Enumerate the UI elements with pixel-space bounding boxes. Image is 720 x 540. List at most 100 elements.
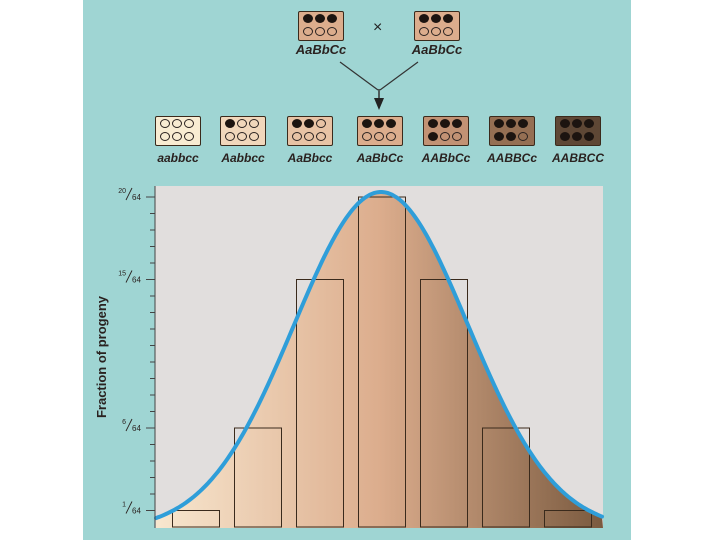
y-tick-denominator: 64 — [132, 276, 141, 285]
y-tick-slash — [125, 187, 133, 201]
arrow-head — [374, 98, 384, 110]
recessive-allele-dot — [304, 132, 314, 141]
y-tick-numerator: 6 — [122, 419, 126, 426]
dominant-allele-dot — [386, 119, 396, 128]
recessive-allele-dot — [315, 27, 325, 36]
recessive-allele-dot — [362, 132, 372, 141]
dominant-allele-dot — [428, 132, 438, 141]
dominant-allele-dot — [506, 119, 516, 128]
recessive-allele-dot — [160, 132, 170, 141]
dominant-allele-dot — [572, 132, 582, 141]
dominant-allele-dot — [303, 14, 313, 23]
y-tick-label: 6 64 — [122, 418, 141, 433]
dominant-allele-dot — [315, 14, 325, 23]
y-tick-numerator: 1 — [122, 502, 126, 509]
y-tick-slash — [125, 270, 133, 283]
parent-1-box — [298, 11, 344, 41]
bar-AaBbCc — [358, 196, 406, 528]
bar-AaBbcc — [296, 279, 344, 528]
y-tick-slash — [125, 418, 133, 432]
recessive-allele-dot — [431, 27, 441, 36]
bar-aabbcc — [172, 510, 220, 528]
dominant-allele-dot — [225, 119, 235, 128]
dominant-allele-dot — [518, 119, 528, 128]
y-tick-slash — [125, 501, 133, 514]
dominant-allele-dot — [374, 119, 384, 128]
dominant-allele-dot — [419, 14, 429, 23]
dominant-allele-dot — [494, 132, 504, 141]
y-tick-numerator: 15 — [118, 271, 126, 278]
dominant-allele-dot — [584, 119, 594, 128]
recessive-allele-dot — [316, 119, 326, 128]
y-tick-label: 1 64 — [122, 501, 141, 516]
offspring-4-box — [357, 116, 403, 146]
offspring-5-box — [423, 116, 469, 146]
offspring-2-box — [220, 116, 266, 146]
offspring-3-label: AaBbcc — [287, 151, 333, 165]
recessive-allele-dot — [386, 132, 396, 141]
dominant-allele-dot — [362, 119, 372, 128]
recessive-allele-dot — [160, 119, 170, 128]
bar-Aabbcc — [234, 427, 282, 528]
recessive-allele-dot — [172, 119, 182, 128]
arrow-right-line — [379, 61, 419, 91]
recessive-allele-dot — [249, 119, 259, 128]
recessive-allele-dot — [452, 132, 462, 141]
arrow-left-line — [339, 61, 379, 91]
recessive-allele-dot — [443, 27, 453, 36]
recessive-allele-dot — [237, 132, 247, 141]
dominant-allele-dot — [560, 132, 570, 141]
offspring-6-label: AABBCc — [486, 151, 538, 165]
y-tick-numerator: 20 — [118, 188, 126, 195]
offspring-4-label: AaBbCc — [356, 151, 404, 165]
offspring-7-label: AABBCC — [552, 151, 604, 165]
bar-AABbCc — [420, 279, 468, 528]
y-tick-denominator: 64 — [132, 193, 141, 202]
normal-curve — [154, 190, 604, 521]
recessive-allele-dot — [292, 132, 302, 141]
offspring-6-box — [489, 116, 535, 146]
cross-symbol: × — [373, 19, 383, 36]
offspring-5-label: AABbCc — [421, 151, 471, 165]
dominant-allele-dot — [560, 119, 570, 128]
recessive-allele-dot — [172, 132, 182, 141]
y-tick-denominator: 64 — [132, 507, 141, 516]
y-tick-denominator: 64 — [132, 424, 141, 433]
dominant-allele-dot — [304, 119, 314, 128]
dominant-allele-dot — [584, 132, 594, 141]
parent-2-box — [414, 11, 460, 41]
recessive-allele-dot — [303, 27, 313, 36]
dominant-allele-dot — [292, 119, 302, 128]
y-axis-label: Fraction of progeny — [94, 295, 109, 418]
recessive-allele-dot — [374, 132, 384, 141]
recessive-allele-dot — [249, 132, 259, 141]
bar-AABBCc — [482, 427, 530, 528]
dominant-allele-dot — [572, 119, 582, 128]
offspring-3-box — [287, 116, 333, 146]
recessive-allele-dot — [237, 119, 247, 128]
dominant-allele-dot — [506, 132, 516, 141]
recessive-allele-dot — [184, 132, 194, 141]
recessive-allele-dot — [327, 27, 337, 36]
bar-AABBCC — [544, 510, 592, 528]
recessive-allele-dot — [419, 27, 429, 36]
recessive-allele-dot — [440, 132, 450, 141]
dominant-allele-dot — [327, 14, 337, 23]
recessive-allele-dot — [184, 119, 194, 128]
dominant-allele-dot — [428, 119, 438, 128]
offspring-2-label: Aabbcc — [221, 151, 265, 165]
offspring-1-label: aabbcc — [157, 151, 199, 165]
recessive-allele-dot — [316, 132, 326, 141]
dominant-allele-dot — [452, 119, 462, 128]
dominant-allele-dot — [440, 119, 450, 128]
offspring-1-box — [155, 116, 201, 146]
dominant-allele-dot — [431, 14, 441, 23]
parent-1-label: AaBbCc — [295, 42, 347, 57]
dominant-allele-dot — [443, 14, 453, 23]
recessive-allele-dot — [225, 132, 235, 141]
recessive-allele-dot — [518, 132, 528, 141]
